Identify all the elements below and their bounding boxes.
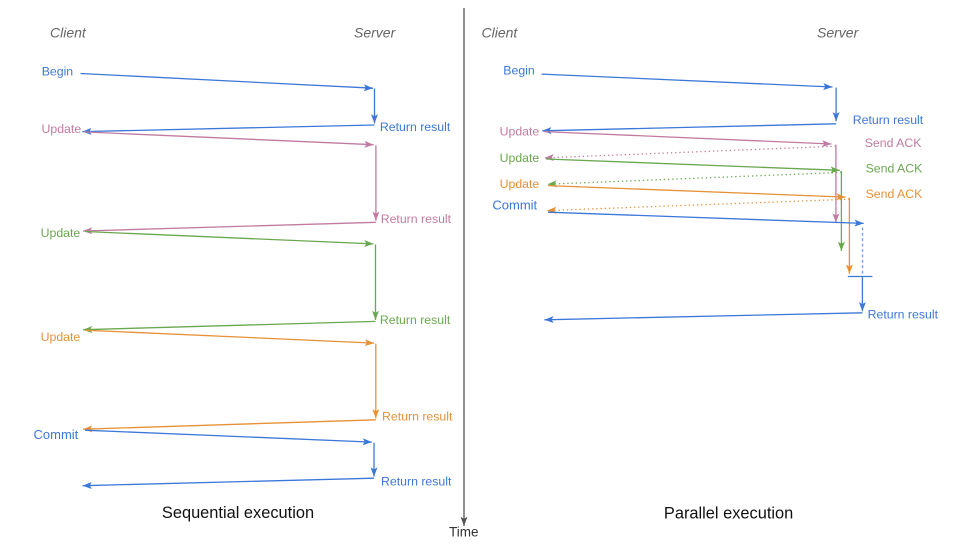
svg-text:Return result: Return result bbox=[381, 474, 452, 488]
svg-text:Update: Update bbox=[41, 330, 81, 344]
svg-text:Update: Update bbox=[41, 226, 81, 240]
svg-text:Return result: Return result bbox=[381, 212, 452, 226]
svg-text:Server: Server bbox=[354, 25, 397, 41]
svg-text:Server: Server bbox=[817, 25, 860, 41]
svg-text:Return result: Return result bbox=[853, 113, 924, 127]
svg-text:Commit: Commit bbox=[492, 198, 537, 213]
svg-text:Parallel execution: Parallel execution bbox=[664, 504, 793, 522]
svg-text:Update: Update bbox=[42, 122, 82, 136]
svg-text:Sequential execution: Sequential execution bbox=[162, 504, 314, 522]
svg-text:Update: Update bbox=[500, 177, 540, 191]
svg-text:Return result: Return result bbox=[382, 410, 453, 424]
svg-text:Commit: Commit bbox=[34, 427, 79, 442]
svg-text:Begin: Begin bbox=[503, 64, 535, 78]
svg-text:Update: Update bbox=[500, 151, 540, 165]
svg-text:Return result: Return result bbox=[380, 313, 451, 327]
svg-text:Begin: Begin bbox=[42, 65, 74, 79]
svg-text:Client: Client bbox=[50, 25, 87, 41]
svg-text:Update: Update bbox=[500, 125, 540, 139]
svg-text:Send ACK: Send ACK bbox=[865, 136, 923, 150]
svg-text:Send ACK: Send ACK bbox=[866, 187, 924, 201]
svg-text:Time: Time bbox=[449, 525, 479, 540]
svg-text:Client: Client bbox=[482, 25, 519, 41]
svg-text:Return result: Return result bbox=[380, 120, 451, 134]
svg-text:Send ACK: Send ACK bbox=[866, 162, 924, 176]
svg-text:Return result: Return result bbox=[868, 308, 939, 322]
